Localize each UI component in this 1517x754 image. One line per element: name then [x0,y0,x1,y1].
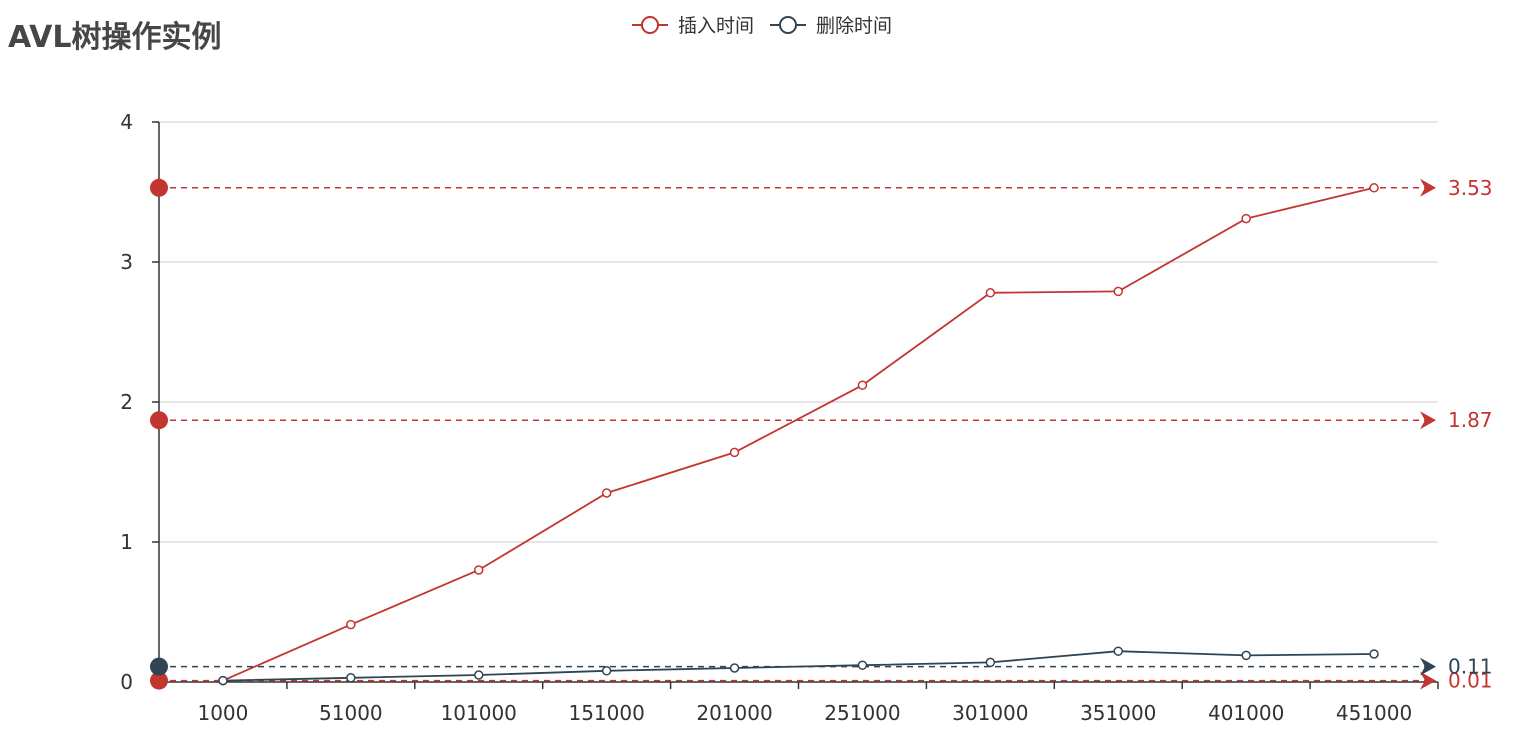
data-point[interactable] [1241,650,1251,661]
legend-item[interactable]: 插入时间 [632,15,754,37]
series-group [218,183,1379,686]
y-tick-label: 2 [120,390,133,414]
mark-line-start-dot [150,657,168,676]
mark-line-start-dot [150,671,168,690]
legend-item[interactable]: 删除时间 [770,15,892,37]
data-point[interactable] [729,447,740,458]
data-point[interactable] [1241,213,1251,224]
mark-labels: 3.53 1.87 0.010.11 [150,176,1493,693]
data-point[interactable] [857,660,868,670]
data-point[interactable] [1369,649,1379,659]
mark-line-arrow [1420,178,1436,197]
data-point[interactable] [474,670,484,680]
mark-line-label: 0.11 [1448,655,1493,679]
x-tick-label: 351000 [1080,701,1156,725]
data-point[interactable] [601,488,612,498]
x-tick-label: 101000 [441,701,517,725]
data-point[interactable] [985,288,996,298]
data-point[interactable] [729,663,740,673]
mark-lines [159,187,1428,682]
legend-label: 插入时间 [678,15,754,37]
data-point[interactable] [218,675,228,686]
series-line [222,650,1375,682]
data-point[interactable] [985,657,996,668]
mark-line-arrow [1420,657,1436,676]
mark-line-arrow [1420,671,1436,690]
data-point[interactable] [474,565,484,575]
mark-line-label: 1.87 [1448,408,1493,432]
x-tick-label: 151000 [568,701,644,725]
mark-line-arrow [1420,411,1436,430]
axes: 0 1 2 3 4 1000 51000 101000 151000 201000 251000 30… [120,110,1439,725]
mark-line-label: 0.01 [1448,669,1493,693]
data-point[interactable] [1113,286,1123,297]
x-tick-label: 301000 [952,701,1028,725]
data-point[interactable] [346,673,356,683]
legend-marker-icon [641,16,659,34]
mark-line-label: 3.53 [1448,176,1493,200]
y-tick-label: 1 [120,530,133,554]
x-tick-label: 51000 [319,701,383,725]
x-tick-label: 401000 [1208,701,1284,725]
x-tick-label: 451000 [1336,701,1412,725]
data-point[interactable] [1369,183,1379,193]
y-tick-label: 3 [120,250,133,274]
data-point[interactable] [601,666,612,676]
legend-marker-icon [779,16,797,34]
mark-line-start-dot [150,178,168,197]
y-tick-label: 0 [120,670,133,694]
legend[interactable]: 插入时间 删除时间 [632,15,892,37]
x-tick-label: 201000 [696,701,772,725]
x-tick-label: 1000 [197,701,248,725]
data-point[interactable] [1113,646,1123,656]
grid-lines [159,121,1438,543]
legend-label: 删除时间 [816,15,892,37]
x-tick-label: 251000 [824,701,900,725]
series-line [222,186,1375,682]
y-tick-label: 4 [120,110,133,134]
data-point[interactable] [346,619,356,630]
data-point[interactable] [857,380,868,390]
chart-title: AVL树操作实例 [8,20,222,55]
mark-line-start-dot [150,411,168,430]
